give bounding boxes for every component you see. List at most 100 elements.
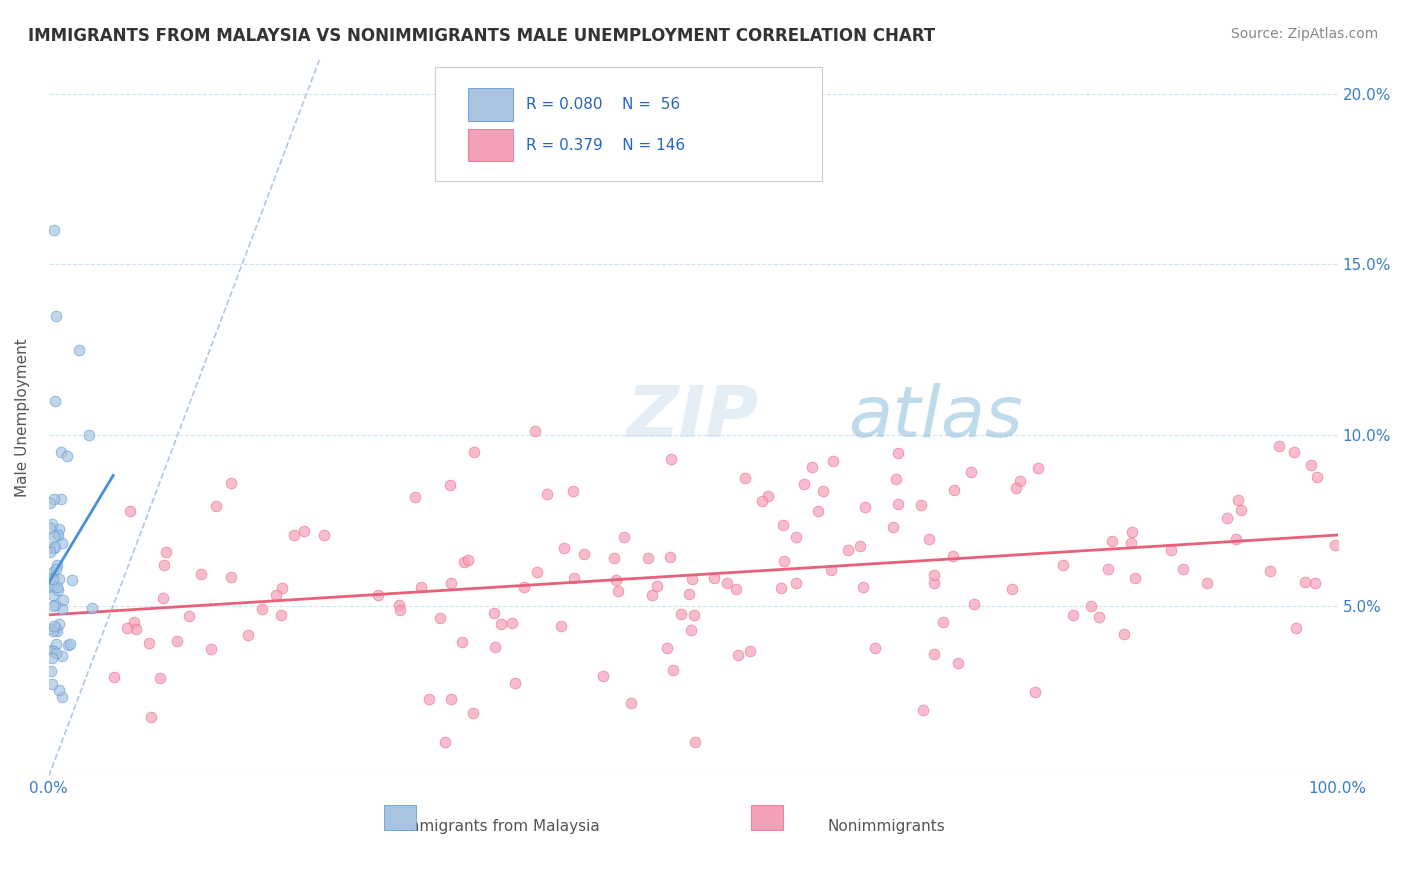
Point (82, 601, 104, 615)
Point (46, 582, 69, 597)
Point (641, 587, 664, 601)
FancyBboxPatch shape (751, 805, 783, 830)
Point (1285, 621, 1308, 635)
Point (39, 521, 62, 535)
Point (924, 647, 946, 661)
Point (1216, 511, 1239, 525)
Point (48, 616, 70, 631)
Y-axis label: Male Unemployment: Male Unemployment (15, 339, 30, 497)
Point (45, 562, 67, 576)
Point (1121, 525, 1143, 540)
Point (553, 541, 575, 555)
Point (536, 487, 558, 501)
Point (1101, 534, 1123, 549)
Point (41, 677, 63, 691)
Point (45, 646, 67, 660)
Point (250, 601, 273, 615)
Point (429, 610, 451, 624)
Point (149, 671, 172, 685)
Point (39, 571, 62, 585)
Point (44, 393, 66, 408)
Point (801, 460, 824, 475)
Point (669, 607, 692, 622)
Point (60, 573, 83, 587)
Point (155, 544, 177, 558)
Point (820, 563, 842, 577)
Point (56, 449, 79, 463)
Point (440, 692, 463, 706)
Point (922, 567, 945, 582)
Point (44, 621, 66, 635)
Point (434, 735, 457, 749)
Point (44, 223, 66, 237)
Point (1282, 445, 1305, 459)
Point (683, 735, 706, 749)
Point (115, 621, 138, 635)
Point (122, 615, 145, 629)
Point (120, 504, 142, 518)
Point (703, 571, 725, 585)
Point (821, 454, 844, 468)
Point (1080, 599, 1102, 613)
Point (205, 499, 228, 513)
Point (58, 638, 80, 652)
Point (785, 575, 807, 590)
Point (58, 637, 80, 651)
Point (42, 566, 65, 580)
Point (51, 649, 73, 664)
Point (39, 643, 62, 657)
Point (657, 640, 679, 655)
Point (852, 580, 875, 594)
Point (42, 588, 65, 602)
Point (562, 484, 585, 499)
Point (1301, 458, 1323, 473)
FancyBboxPatch shape (436, 67, 823, 181)
Point (38, 496, 60, 510)
Point (41, 643, 63, 657)
Point (811, 483, 834, 498)
Point (1173, 562, 1195, 576)
Point (41, 599, 63, 613)
Point (48, 522, 70, 536)
Point (200, 641, 222, 656)
Text: Immigrants from Malaysia: Immigrants from Malaysia (401, 819, 600, 834)
Point (38, 540, 60, 554)
Point (887, 498, 910, 512)
Point (42, 541, 65, 555)
Point (387, 598, 409, 612)
Point (41, 517, 63, 532)
Point (42, 624, 65, 639)
Point (607, 583, 630, 598)
Point (41, 580, 63, 594)
Point (1123, 571, 1146, 585)
Text: ZIP: ZIP (627, 384, 759, 452)
FancyBboxPatch shape (384, 805, 416, 830)
Point (389, 603, 412, 617)
Point (152, 591, 174, 605)
Point (1028, 460, 1050, 475)
Point (450, 635, 472, 649)
Point (613, 531, 636, 545)
Point (1121, 536, 1143, 550)
Point (283, 527, 305, 541)
Point (932, 615, 955, 629)
FancyBboxPatch shape (468, 88, 513, 120)
Point (1230, 503, 1253, 517)
Point (418, 692, 440, 706)
Point (943, 483, 966, 498)
Point (683, 607, 706, 622)
Point (367, 588, 389, 602)
Point (39, 545, 62, 559)
Point (807, 504, 830, 518)
Point (960, 466, 983, 480)
Point (772, 518, 794, 533)
Point (645, 579, 668, 593)
Point (409, 580, 432, 594)
Point (45, 558, 67, 572)
Point (51, 690, 73, 705)
Point (51, 593, 73, 607)
Text: atlas: atlas (848, 384, 1022, 452)
Point (1258, 564, 1281, 578)
Point (1305, 575, 1327, 590)
Point (51, 536, 73, 550)
